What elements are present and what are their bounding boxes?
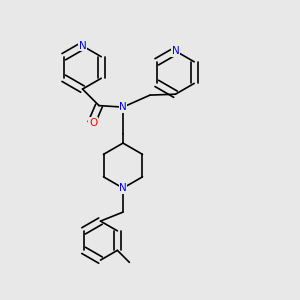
Text: N: N (119, 183, 127, 193)
Text: O: O (89, 118, 97, 128)
Text: N: N (172, 46, 179, 56)
Text: N: N (119, 102, 127, 112)
Text: N: N (79, 41, 86, 51)
